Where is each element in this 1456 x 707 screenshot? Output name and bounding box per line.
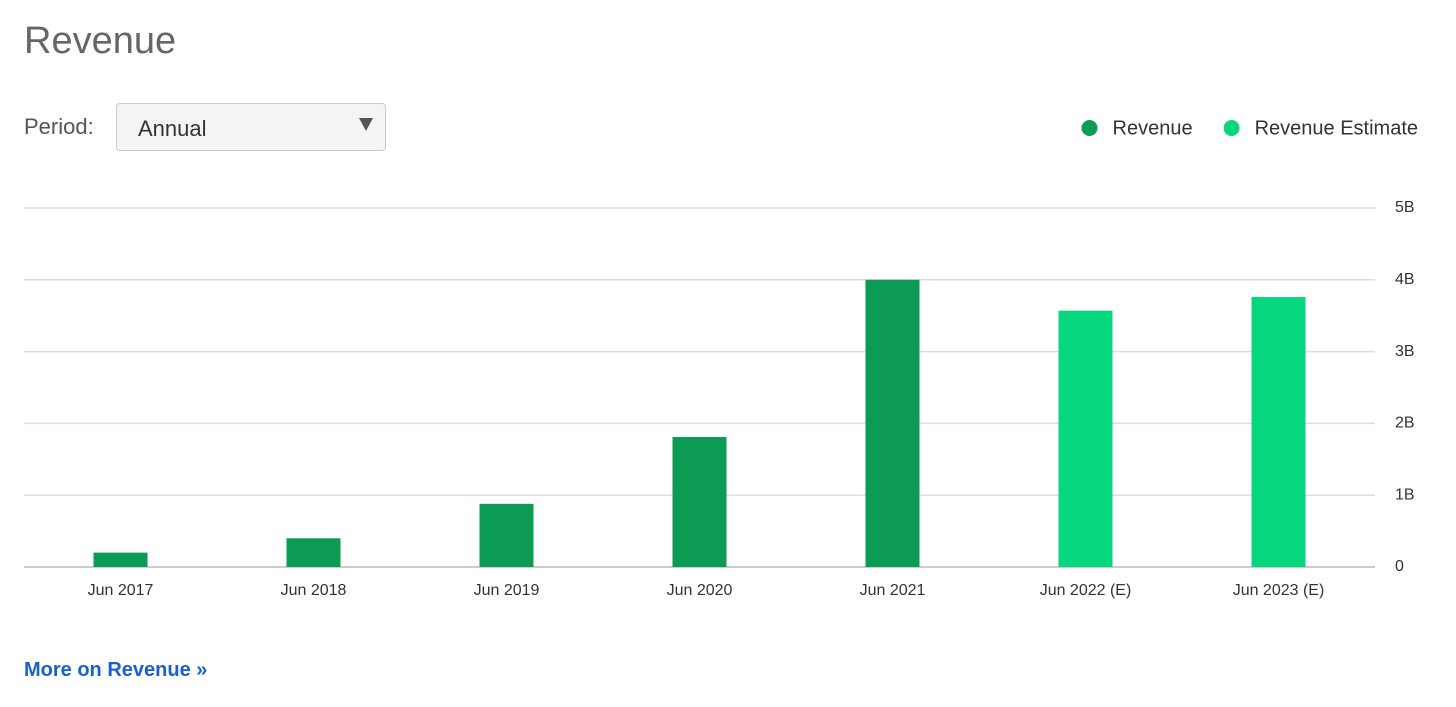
dropdown-arrow [359, 118, 373, 131]
bar [479, 503, 534, 567]
x-tick-label: Jun 2022 (E) [1040, 582, 1132, 599]
y-tick-label: 0 [1395, 558, 1404, 575]
more-link[interactable]: More on Revenue » [24, 659, 208, 681]
legend-label: Revenue Estimate [1255, 117, 1418, 139]
page-title: Revenue [24, 20, 177, 62]
period-value: Annual [138, 116, 207, 141]
y-tick-label: 5B [1395, 199, 1415, 216]
x-tick-label: Jun 2019 [474, 582, 540, 599]
legend-marker [1223, 120, 1240, 136]
legend-marker [1081, 120, 1098, 136]
bar [672, 437, 727, 567]
period-select[interactable]: Annual [116, 103, 386, 151]
bar [93, 552, 148, 567]
period-label: Period: [24, 114, 94, 139]
bar [286, 538, 341, 567]
y-tick-label: 2B [1395, 415, 1415, 432]
x-tick-label: Jun 2021 [860, 582, 926, 599]
bar [1058, 310, 1113, 567]
x-tick-label: Jun 2018 [281, 582, 347, 599]
y-tick-label: 4B [1395, 271, 1415, 288]
y-tick-label: 1B [1395, 486, 1415, 503]
legend-label: Revenue [1113, 117, 1193, 139]
bar [1251, 297, 1306, 567]
chart: 0 1B 2B 3B 4B 5B Jun 2017 Jun 2018 Jun 2019 Jun 2… [24, 117, 1418, 599]
y-tick-label: 3B [1395, 343, 1415, 360]
bar [865, 279, 920, 567]
x-tick-label: Jun 2017 [88, 582, 154, 599]
x-tick-label: Jun 2020 [667, 582, 733, 599]
x-tick-label: Jun 2023 (E) [1233, 582, 1325, 599]
